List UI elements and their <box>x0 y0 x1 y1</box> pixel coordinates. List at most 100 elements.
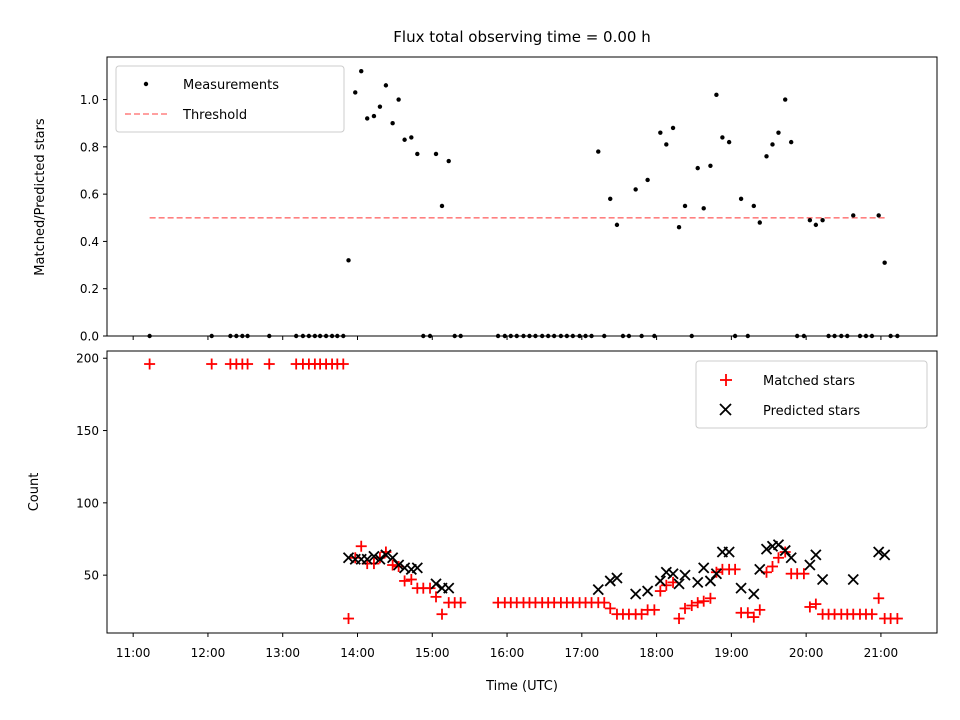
matched-point <box>654 585 666 597</box>
matched-point <box>891 613 903 625</box>
top-ytick-label: 0.0 <box>80 330 99 344</box>
measurement-point <box>770 142 775 147</box>
measurement-point <box>383 83 389 88</box>
predicted-point <box>873 546 885 558</box>
matched-point <box>679 602 691 614</box>
matched-point <box>424 582 436 594</box>
matched-point <box>636 608 648 620</box>
predicted-point <box>810 549 822 561</box>
bottom-legend-box <box>695 360 928 429</box>
bottom-axes-frame <box>106 350 938 634</box>
matched-point <box>144 358 156 370</box>
measurement-point <box>788 139 794 145</box>
predicted-point <box>679 569 691 581</box>
predicted-point <box>723 546 735 558</box>
measurement-point <box>608 196 613 202</box>
matched-point <box>766 560 778 572</box>
bottom-xlabel: Time (UTC) <box>485 679 558 694</box>
measurement-point <box>390 121 395 126</box>
measurement-point <box>396 97 401 102</box>
matched-point <box>368 558 380 570</box>
bottom-xticks: 11:00 12:00 13:00 14:00 15:00 16:00 17:00 18:00… <box>116 633 898 660</box>
bottom-xtick-label: 19:00 <box>714 646 749 660</box>
predicted-point <box>641 585 654 597</box>
predicted-point <box>611 572 623 584</box>
bottom-xtick-label: 13:00 <box>265 646 300 660</box>
bottom-xtick-label: 11:00 <box>116 646 151 660</box>
predicted-point <box>692 576 704 589</box>
legend-measurements-marker <box>143 81 149 87</box>
measurement-point <box>359 68 364 74</box>
predicted-point <box>698 562 710 574</box>
bottom-xtick-label: 16:00 <box>490 646 525 660</box>
predicted-point <box>342 552 355 564</box>
measurement-point <box>446 158 451 164</box>
chart-title: Flux total observing time = 0.00 h <box>393 28 650 46</box>
measurement-point <box>764 154 769 159</box>
top-xticks <box>132 336 882 340</box>
measurement-point <box>415 151 420 157</box>
predicted-point <box>667 568 679 580</box>
predicted-point <box>430 578 442 590</box>
top-ytick-label: 0.6 <box>80 188 99 202</box>
bottom-ytick-label: 150 <box>76 424 99 438</box>
bottom-xtick-label: 12:00 <box>191 646 226 660</box>
matched-point <box>748 611 760 623</box>
top-ytick-label: 1.0 <box>80 93 99 107</box>
measurement-point <box>714 92 719 98</box>
predicted-point <box>754 563 766 576</box>
matched-point <box>810 598 822 610</box>
measurement-point <box>439 203 445 209</box>
matched-point <box>798 568 810 580</box>
bottom-xtick-label: 21:00 <box>864 646 899 660</box>
bottom-xtick-label: 15:00 <box>415 646 450 660</box>
predicted-point <box>380 549 392 561</box>
measurement-point <box>720 135 725 140</box>
matched-point <box>648 604 660 616</box>
bottom-yticks: 50 100 150 200 <box>76 352 107 583</box>
measurement-point <box>402 137 407 142</box>
measurement-point <box>783 97 788 102</box>
matched-point <box>873 592 885 604</box>
legend-predicted-marker <box>719 403 732 416</box>
measurement-point <box>757 220 762 225</box>
matched-point <box>772 552 784 564</box>
matched-point <box>686 600 698 612</box>
measurement-point <box>708 163 713 168</box>
top-legend: Measurements Threshold <box>115 65 345 133</box>
measurement-point <box>365 116 370 121</box>
matched-point <box>729 563 741 575</box>
matched-point <box>673 613 685 625</box>
bottom-ytick-label: 200 <box>76 352 99 366</box>
measurement-point <box>409 135 414 140</box>
measurement-point <box>738 196 744 202</box>
matched-point <box>343 613 355 625</box>
bottom-xtick-label: 18:00 <box>639 646 674 660</box>
measurement-point <box>633 187 638 192</box>
top-ylabel: Matched/Predicted stars <box>33 118 48 276</box>
matched-point <box>698 595 710 607</box>
top-panel: 0.0 0.2 0.4 0.6 0.8 1.0 Matched/Predicted sta… <box>33 56 938 344</box>
top-ytick-label: 0.2 <box>80 282 99 296</box>
bottom-ytick-label: 50 <box>84 569 99 583</box>
matched-point <box>710 566 722 578</box>
matched-point <box>704 592 716 604</box>
predicted-point <box>760 543 773 555</box>
matched-point <box>598 597 610 609</box>
legend-predicted-label: Predicted stars <box>763 404 860 419</box>
measurement-point <box>645 177 650 183</box>
matched-point <box>742 607 754 619</box>
measurement-point <box>614 222 620 228</box>
top-legend-box <box>115 65 345 133</box>
bottom-xtick-label: 20:00 <box>789 646 824 660</box>
measurement-point <box>682 203 688 209</box>
measurement-point <box>353 90 358 95</box>
matched-point <box>263 358 275 370</box>
matched-point <box>399 575 411 587</box>
measurement-point <box>820 217 825 223</box>
matched-point <box>405 573 417 585</box>
matched-point <box>242 358 254 370</box>
matched-point <box>436 608 448 620</box>
measurement-point <box>701 206 706 211</box>
